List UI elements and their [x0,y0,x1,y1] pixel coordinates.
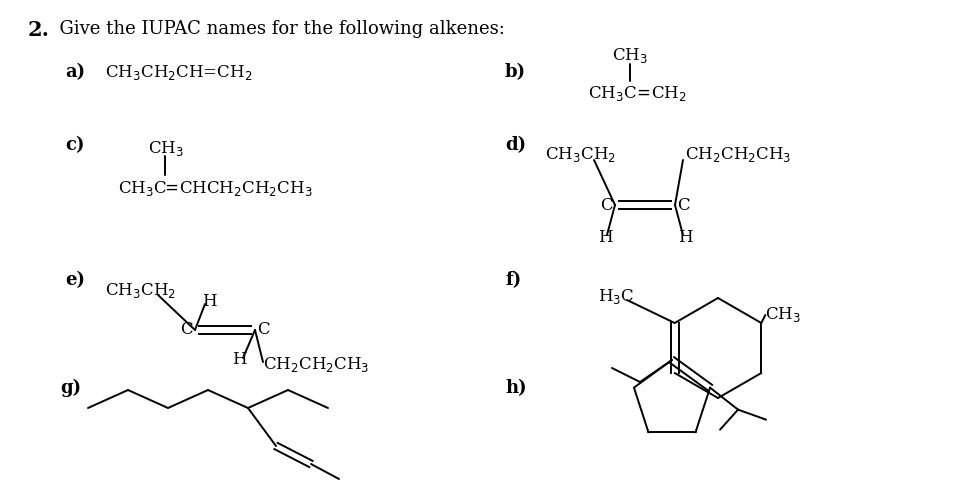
Text: CH$_2$CH$_2$CH$_3$: CH$_2$CH$_2$CH$_3$ [685,145,791,164]
Text: c): c) [65,136,84,154]
Text: H: H [598,228,613,246]
Text: CH$_3$CH$_2$CH=CH$_2$: CH$_3$CH$_2$CH=CH$_2$ [105,62,252,82]
Text: CH$_3$C: CH$_3$C [118,179,167,197]
Text: Give the IUPAC names for the following alkenes:: Give the IUPAC names for the following a… [48,20,505,38]
Text: f): f) [505,271,521,289]
Text: CH$_3$: CH$_3$ [612,46,648,64]
Text: $\!=\!$CH$_2$: $\!=\!$CH$_2$ [636,83,686,103]
Text: C: C [600,196,613,214]
Text: a): a) [65,63,85,81]
Text: 2.: 2. [28,20,50,40]
Text: CH$_3$CH$_2$: CH$_3$CH$_2$ [545,145,616,164]
Text: C: C [257,322,270,338]
Text: CH$_3$CH$_2$: CH$_3$CH$_2$ [105,280,176,300]
Text: H: H [232,352,247,369]
Text: CH$_3$: CH$_3$ [148,138,184,158]
Text: C: C [181,322,193,338]
Text: H$_3$C: H$_3$C [598,287,634,305]
Text: g): g) [60,379,82,397]
Text: $\!=\!$CHCH$_2$CH$_2$CH$_3$: $\!=\!$CHCH$_2$CH$_2$CH$_3$ [164,179,313,197]
Text: H: H [678,228,692,246]
Text: CH$_2$CH$_2$CH$_3$: CH$_2$CH$_2$CH$_3$ [263,355,370,375]
Text: e): e) [65,271,85,289]
Text: CH$_3$C: CH$_3$C [588,83,637,103]
Text: C: C [677,196,689,214]
Text: b): b) [505,63,526,81]
Text: H: H [202,294,217,310]
Text: CH$_3$: CH$_3$ [765,305,801,325]
Text: h): h) [505,379,526,397]
Text: d): d) [505,136,526,154]
